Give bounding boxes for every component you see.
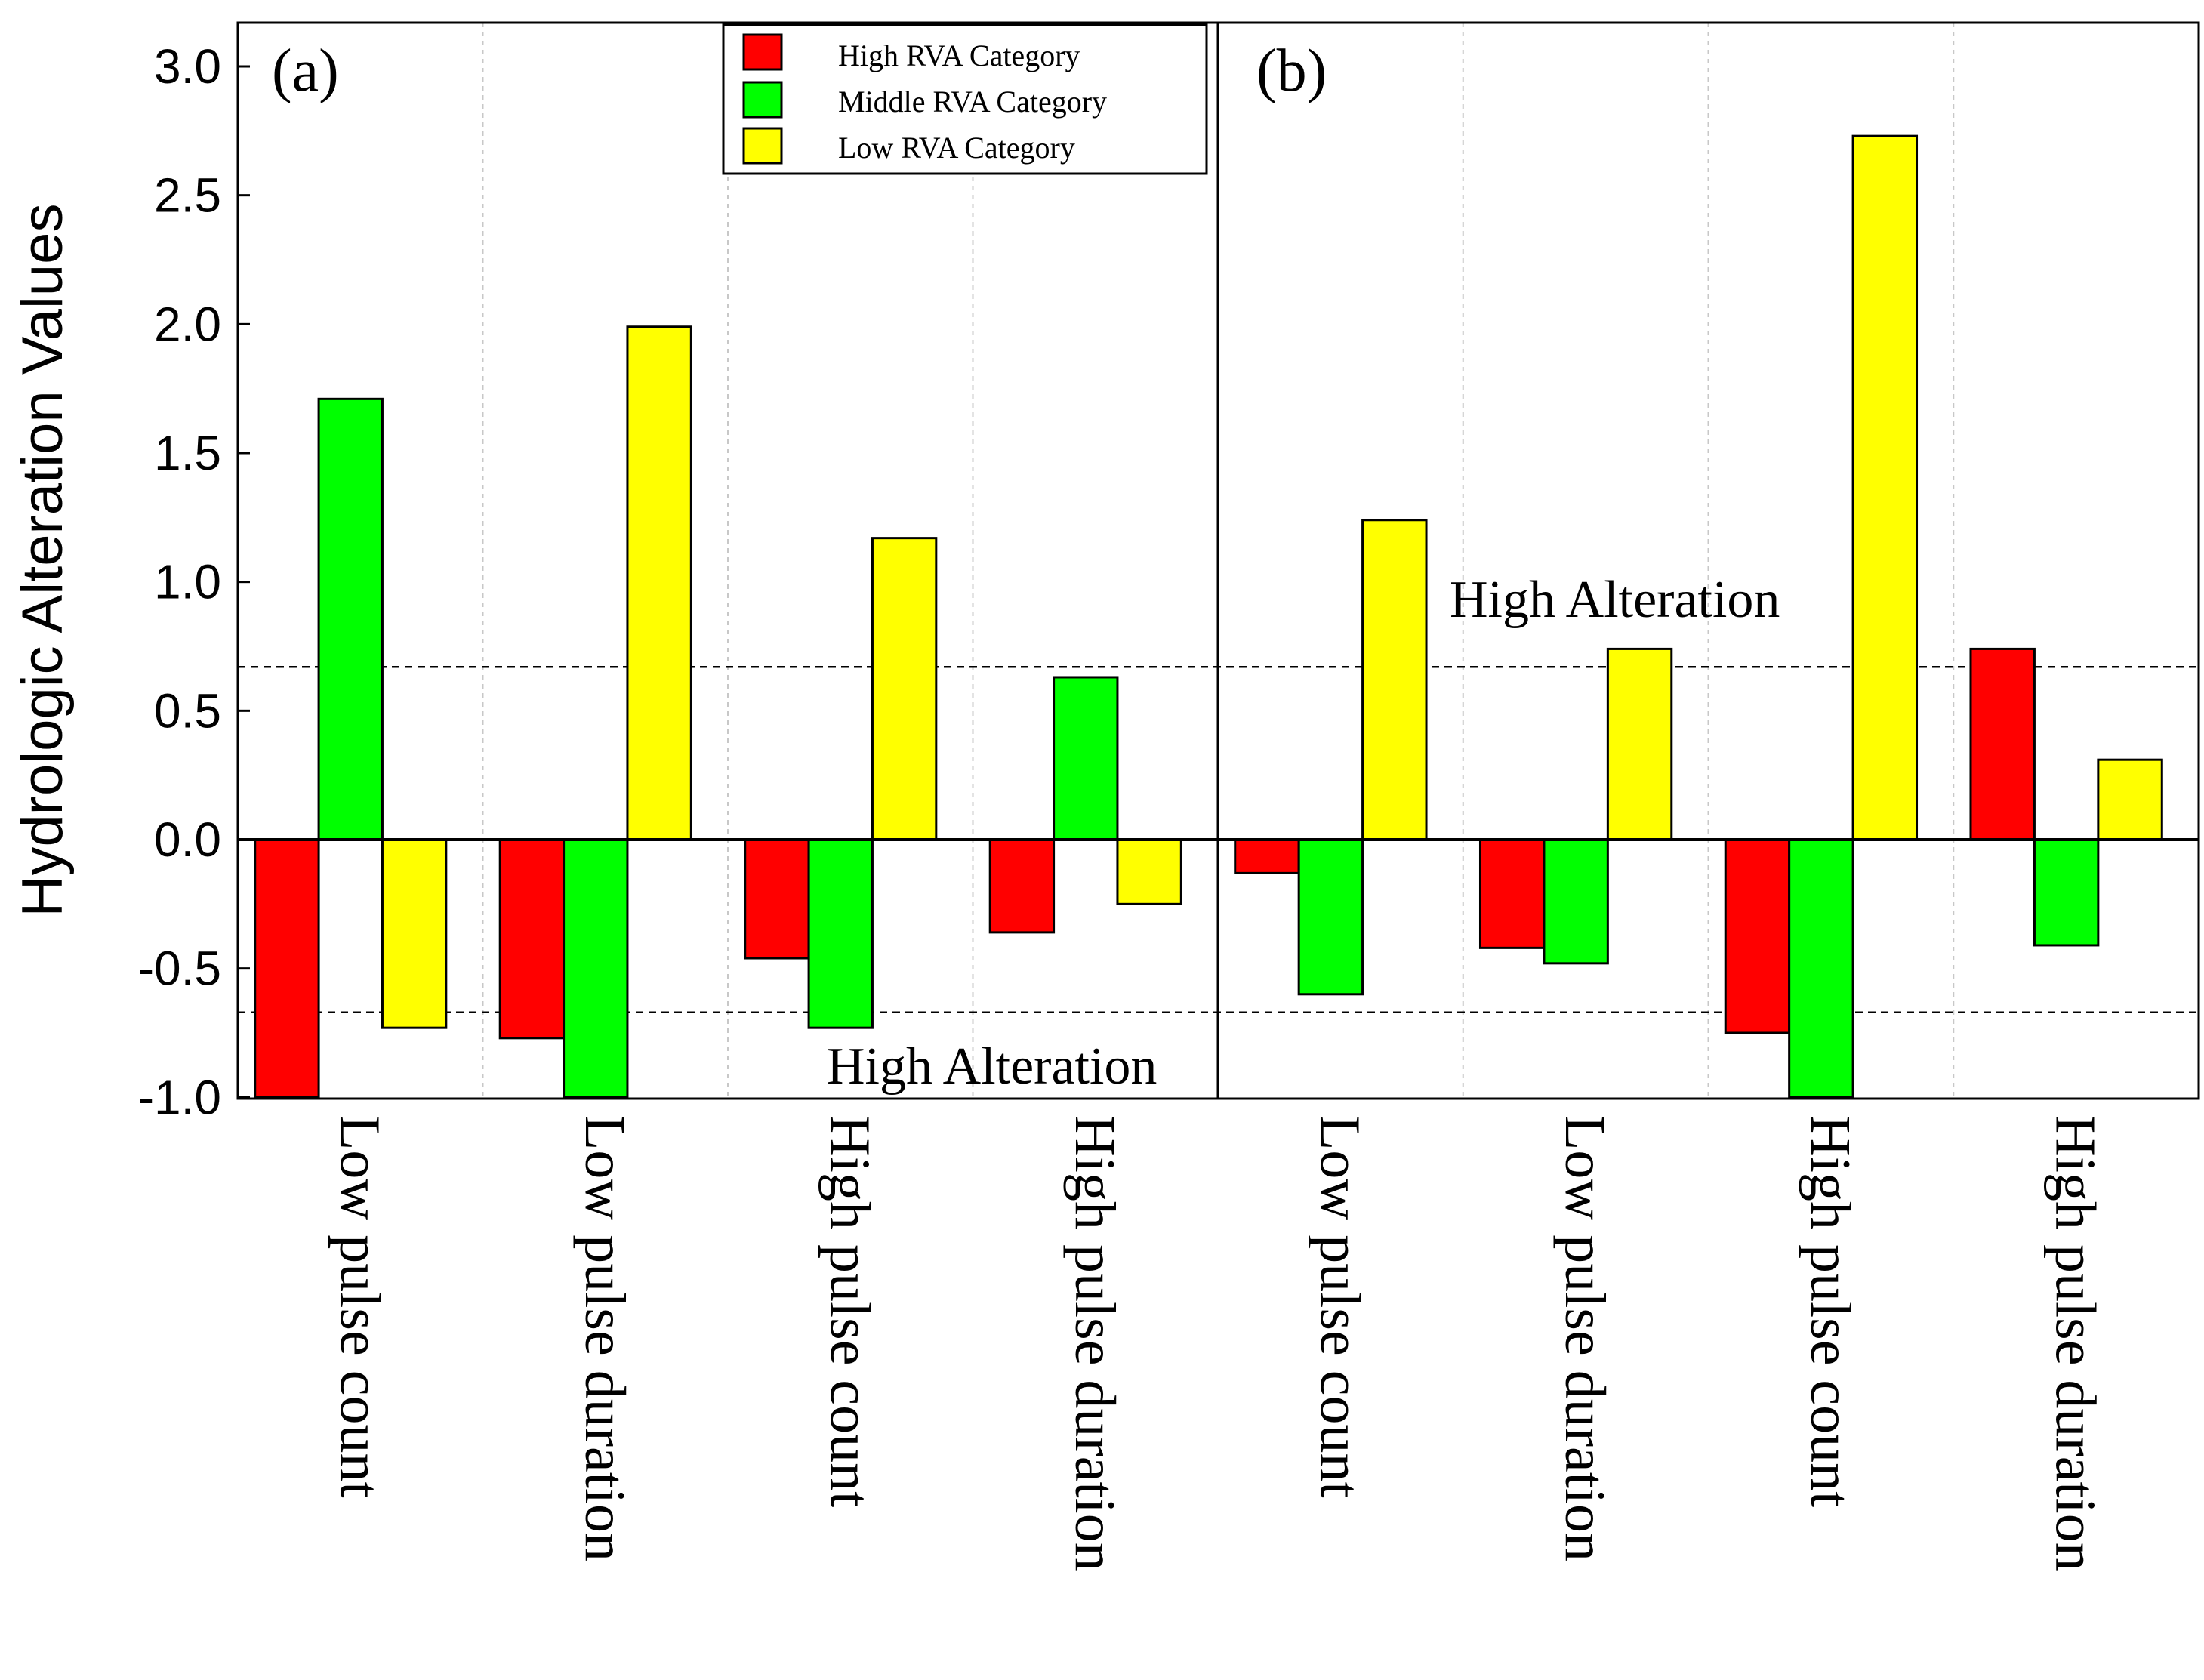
- bar-low-a-3: [1116, 838, 1182, 905]
- bar-middle-b-1: [1543, 838, 1609, 965]
- legend-swatch-high: [742, 33, 783, 71]
- bar-middle-b-2: [1788, 838, 1854, 1099]
- legend-label-middle: Middle RVA Category: [838, 85, 1107, 119]
- legend-label-low: Low RVA Category: [838, 131, 1075, 165]
- bar-low-b-0: [1361, 519, 1428, 841]
- bar-high-a-3: [988, 838, 1056, 934]
- y-tick-label: 2.0: [154, 297, 221, 351]
- bar-low-a-2: [871, 537, 938, 841]
- bar-middle-a-0: [317, 397, 384, 841]
- y-tick-label: 2.5: [154, 168, 221, 223]
- bar-high-b-1: [1478, 838, 1546, 949]
- y-tick-label: 0.5: [154, 683, 221, 738]
- y-tick-label: 0.0: [154, 812, 221, 867]
- panel-label-b: (b): [1256, 38, 1327, 104]
- y-tick-label: 1.0: [154, 555, 221, 609]
- bars: [254, 134, 2163, 1099]
- y-axis-ticks: 3.0 2.5 2.0 1.5 1.0 0.5 0.0 -0.5 -1.0: [138, 39, 250, 1124]
- y-tick-label: 1.5: [154, 426, 221, 480]
- y-tick-label: 3.0: [154, 39, 221, 94]
- y-tick-label: -1.0: [138, 1070, 221, 1124]
- bar-low-a-0: [381, 838, 448, 1029]
- category-label: Low pulse duration: [1553, 1115, 1617, 1561]
- annotation-high-alteration-upper: High Alteration: [1450, 571, 1780, 629]
- bar-high-a-0: [254, 838, 320, 1099]
- legend-swatch-middle: [742, 81, 783, 119]
- vertical-gridlines: [482, 23, 1955, 1099]
- bar-low-b-1: [1606, 647, 1673, 841]
- category-labels: Low pulse count Low pulse duration High pu…: [328, 1115, 2107, 1571]
- bar-high-a-1: [498, 838, 566, 1040]
- legend-box: [722, 23, 1208, 175]
- panel-label-a: (a): [272, 38, 339, 104]
- bar-low-b-2: [1851, 134, 1919, 841]
- category-label: High pulse duration: [2044, 1115, 2107, 1571]
- bar-high-b-3: [1969, 647, 2036, 841]
- bar-high-b-0: [1234, 838, 1300, 874]
- legend-label-high: High RVA Category: [838, 39, 1080, 72]
- category-label: Low pulse duration: [573, 1115, 637, 1561]
- annotation-high-alteration-lower: High Alteration: [827, 1037, 1157, 1096]
- bar-high-b-2: [1724, 838, 1791, 1034]
- bar-middle-a-3: [1053, 676, 1119, 841]
- bar-middle-b-3: [2033, 838, 2100, 947]
- category-label: Low pulse count: [1308, 1115, 1371, 1498]
- category-label: High pulse count: [818, 1115, 881, 1507]
- bar-low-a-1: [626, 325, 692, 841]
- bar-middle-b-0: [1297, 838, 1364, 996]
- category-label: High pulse count: [1799, 1115, 1862, 1507]
- bar-high-a-2: [744, 838, 810, 960]
- y-tick-label: -0.5: [138, 942, 221, 996]
- legend: High RVA Category Middle RVA Category Lo…: [722, 23, 1208, 175]
- category-label: Low pulse count: [328, 1115, 391, 1498]
- bar-low-b-3: [2097, 758, 2163, 841]
- bar-middle-a-2: [807, 838, 874, 1029]
- bar-middle-a-1: [563, 838, 629, 1099]
- category-label: High pulse duration: [1063, 1115, 1127, 1571]
- legend-swatch-low: [742, 127, 783, 165]
- y-axis-title: Hydrologic Alteration Values: [11, 204, 75, 917]
